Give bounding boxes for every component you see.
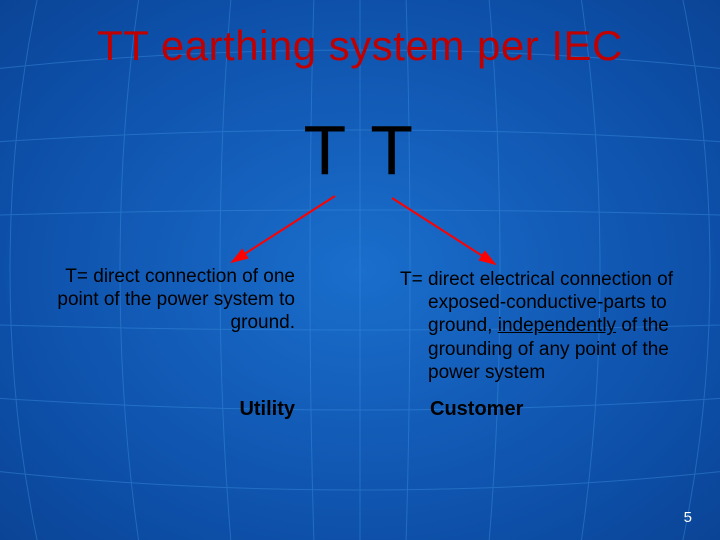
slide: TT earthing system per IEC T T T= direct… — [0, 0, 720, 540]
page-number: 5 — [684, 509, 692, 526]
arrow-left — [232, 196, 335, 262]
arrow-right — [392, 198, 495, 264]
right-line5: power system — [400, 361, 700, 384]
left-label: Utility — [35, 398, 295, 421]
slide-title: TT earthing system per IEC — [0, 22, 720, 70]
right-line4: grounding of any point of the — [400, 338, 700, 361]
right-definition: T= direct electrical connection of expos… — [400, 268, 700, 384]
big-letters: T T — [0, 110, 720, 190]
left-definition: T= direct connection of one point of the… — [35, 265, 295, 335]
right-line2: exposed-conductive-parts to — [400, 291, 700, 314]
right-line1: T= direct electrical connection of — [400, 269, 673, 290]
right-label: Customer — [430, 398, 523, 421]
right-line3: ground, independently of the — [400, 314, 700, 337]
